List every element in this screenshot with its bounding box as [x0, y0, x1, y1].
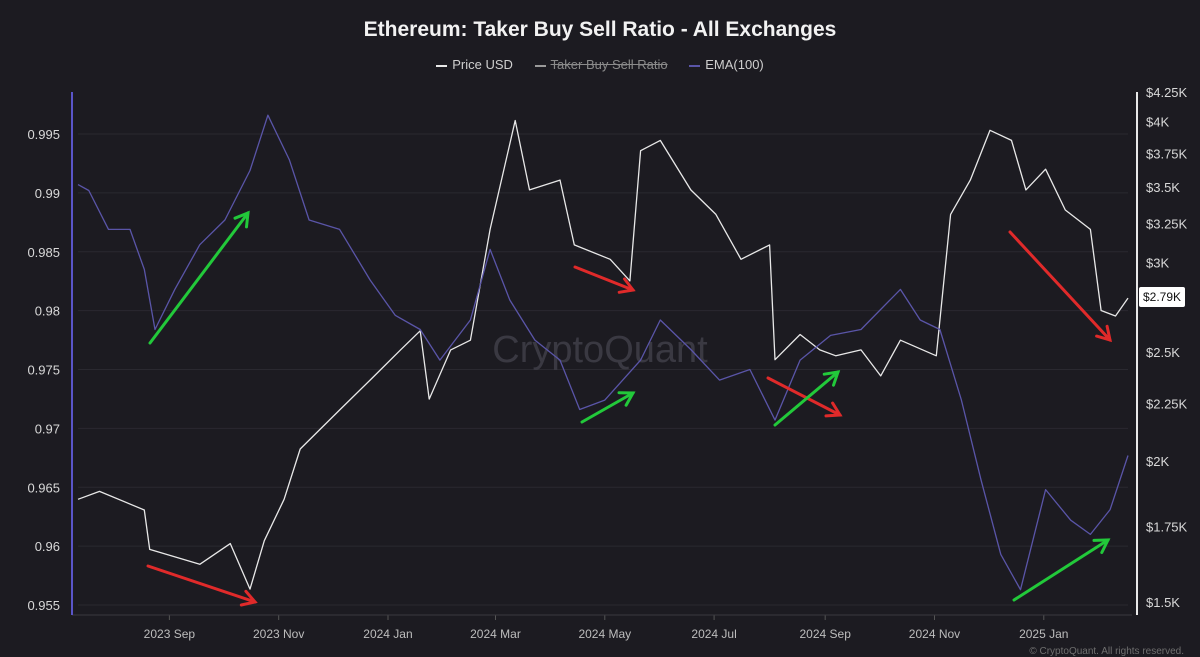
left-tick-label: 0.995 — [27, 127, 60, 142]
red-arrow — [1008, 230, 1112, 342]
red-arrow — [573, 265, 635, 292]
arrow-head — [1092, 538, 1111, 554]
left-tick-label: 0.955 — [27, 598, 60, 613]
chart-title: Ethereum: Taker Buy Sell Ratio - All Exc… — [363, 18, 837, 41]
legend-item-ema[interactable]: EMA(100) — [689, 57, 764, 72]
x-tick-label: 2024 Sep — [799, 627, 851, 641]
right-tick-label: $1.75K — [1146, 520, 1188, 535]
ema-line — [77, 114, 1129, 591]
left-tick-label: 0.965 — [27, 480, 60, 495]
right-tick-label: $3.25K — [1146, 216, 1188, 231]
right-tick-label: $4.25K — [1146, 85, 1188, 100]
right-tick-label: $2.25K — [1146, 396, 1188, 411]
legend-swatch — [534, 64, 546, 67]
left-tick-label: 0.96 — [35, 539, 60, 554]
x-tick-label: 2024 Jan — [363, 627, 412, 641]
green-arrow — [148, 211, 250, 345]
x-tick-label: 2024 May — [578, 627, 631, 641]
legend-item-taker-ratio[interactable]: Taker Buy Sell Ratio — [534, 57, 668, 72]
arrow-head — [617, 391, 636, 407]
green-arrow — [580, 391, 635, 424]
green-arrow — [1012, 538, 1110, 602]
left-tick-label: 0.985 — [27, 245, 60, 260]
x-tick-label: 2025 Jan — [1019, 627, 1068, 641]
legend-swatch — [436, 64, 448, 67]
watermark: CryptoQuant — [492, 329, 708, 371]
red-arrow — [766, 376, 842, 417]
arrow-head — [239, 589, 258, 607]
green-arrow — [773, 370, 840, 427]
copyright: © CryptoQuant. All rights reserved. — [1029, 646, 1184, 657]
x-tick-label: 2023 Sep — [144, 627, 196, 641]
right-tick-label: $3K — [1146, 256, 1169, 271]
right-tick-label: $4K — [1146, 115, 1169, 130]
left-tick-label: 0.99 — [35, 186, 60, 201]
right-tick-label: $2.5K — [1146, 345, 1180, 360]
left-tick-label: 0.98 — [35, 304, 60, 319]
right-tick-label: $3.75K — [1146, 146, 1188, 161]
price-line — [77, 119, 1129, 590]
right-tick-label: $2K — [1146, 454, 1169, 469]
left-tick-label: 0.975 — [27, 363, 60, 378]
left-tick-label: 0.97 — [35, 421, 60, 436]
legend-item-price[interactable]: Price USD — [436, 57, 513, 72]
legend-label: EMA(100) — [705, 57, 764, 72]
legend: Price USD Taker Buy Sell Ratio EMA(100) — [0, 57, 1200, 72]
arrow-head — [617, 277, 636, 294]
arrow-head — [822, 370, 841, 387]
arrow-head — [824, 401, 843, 418]
red-arrow — [146, 564, 257, 604]
legend-label: Taker Buy Sell Ratio — [550, 57, 668, 72]
x-tick-label: 2024 Jul — [691, 627, 736, 641]
x-tick-label: 2023 Nov — [253, 627, 304, 641]
right-tick-label: $3.5K — [1146, 180, 1180, 195]
arrow-head — [233, 210, 250, 229]
arrow-head — [1095, 324, 1112, 343]
right-tick-label: $1.5K — [1146, 595, 1180, 610]
legend-label: Price USD — [452, 57, 513, 72]
legend-swatch — [689, 64, 701, 67]
current-price-label: $2.79K — [1139, 287, 1186, 307]
x-tick-label: 2024 Nov — [909, 627, 960, 641]
x-tick-label: 2024 Mar — [470, 627, 521, 641]
